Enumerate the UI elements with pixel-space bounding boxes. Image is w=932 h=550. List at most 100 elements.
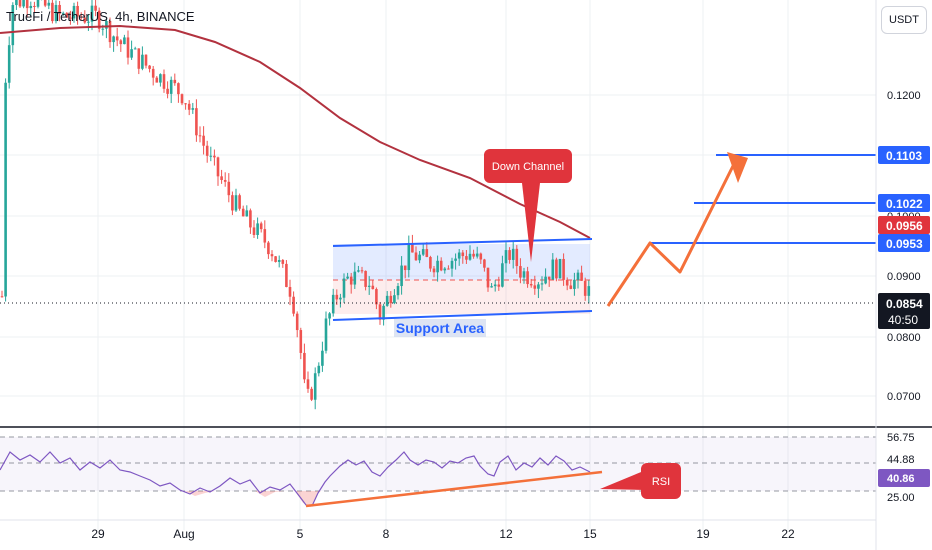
candle-body <box>148 65 151 69</box>
y-tick-0.0800: 0.0800 <box>887 332 921 344</box>
candle-body <box>483 259 486 268</box>
candle-body <box>396 286 400 296</box>
candle-body <box>43 0 47 6</box>
candle-body <box>436 260 439 273</box>
candle-body <box>18 0 22 7</box>
candle-body <box>259 223 263 230</box>
candle-body <box>87 21 90 23</box>
candle-body <box>504 250 508 264</box>
candle-body <box>220 176 223 181</box>
candle-body <box>61 12 65 14</box>
x-tick-19: 19 <box>696 527 710 541</box>
x-tick-12: 12 <box>499 527 513 541</box>
candle-body <box>33 5 36 7</box>
candle-body <box>407 243 411 271</box>
candle-body <box>425 249 429 258</box>
rsi-oversold-fill <box>185 491 321 507</box>
candle-body <box>342 278 346 298</box>
candle-body <box>267 242 270 255</box>
candle-body <box>295 313 299 331</box>
candles <box>0 0 591 410</box>
candle-body <box>234 195 238 211</box>
currency-button[interactable]: USDT <box>881 6 927 34</box>
candle-body <box>515 248 519 267</box>
candle-body <box>249 210 252 228</box>
candle-body <box>403 265 407 271</box>
candle-body <box>54 4 58 22</box>
channel-zone-top <box>333 244 590 280</box>
support-area-label-bg <box>394 319 486 337</box>
candle-body <box>461 252 465 257</box>
candle-body <box>162 74 166 89</box>
price-label-0.1022: 0.1022 <box>886 197 923 211</box>
candle-body <box>274 256 277 262</box>
candle-body <box>223 180 227 182</box>
chart-title: TrueFi / TetherUS, 4h, BINANCE <box>6 9 195 24</box>
candle-body <box>198 135 202 137</box>
y-tick-0.1200: 0.1200 <box>887 90 921 102</box>
candle-body <box>544 276 547 284</box>
candle-body <box>187 103 191 110</box>
candle-body <box>277 260 281 262</box>
candle-body <box>335 294 339 300</box>
rsi-callout-label: RSI <box>652 476 670 488</box>
candle-body <box>281 260 285 264</box>
candle-body <box>486 267 490 288</box>
price-label-0.0953: 0.0953 <box>886 237 923 251</box>
candle-body <box>252 227 256 235</box>
price-label-0.1103: 0.1103 <box>886 149 922 163</box>
candle-body <box>349 276 353 285</box>
x-tick-5: 5 <box>297 527 304 541</box>
candle-body <box>245 210 249 217</box>
time-axis[interactable]: 29 Aug 5 8 12 15 19 22 <box>0 519 876 541</box>
candle-body <box>94 5 97 11</box>
candle-body <box>414 252 418 261</box>
rsi-band <box>0 437 876 491</box>
price-axis[interactable]: 0.1200 0.1000 0.0900 0.0800 0.0700 <box>887 90 921 403</box>
candle-body <box>371 285 375 290</box>
projection-arrow-head <box>727 152 748 183</box>
candle-body <box>151 68 155 78</box>
candle-body <box>270 254 274 257</box>
candle-body <box>393 295 396 304</box>
candle-body <box>119 40 123 45</box>
candle-body <box>123 37 126 45</box>
rsi-divergence-line <box>305 470 603 508</box>
candle-body <box>29 5 33 9</box>
candle-body <box>22 0 25 7</box>
price-label-0.0956: 0.0956 <box>886 219 923 233</box>
x-tick-aug: Aug <box>173 527 194 541</box>
candle-body <box>108 21 112 43</box>
candle-body <box>184 103 187 105</box>
candle-body <box>15 0 18 6</box>
candle-body <box>479 253 483 260</box>
candle-body <box>216 157 220 177</box>
candle-body <box>573 279 576 289</box>
candle-body <box>511 248 515 260</box>
candle-body <box>256 223 259 235</box>
rsi-tick-25.00: 25.00 <box>887 492 915 504</box>
candle-body <box>353 271 357 285</box>
candle-body <box>69 17 72 19</box>
y-tick-0.0900: 0.0900 <box>887 271 921 283</box>
candle-body <box>501 263 504 287</box>
candle-body <box>357 270 360 272</box>
rsi-tick-44.88: 44.88 <box>887 454 915 466</box>
candle-body <box>213 155 216 158</box>
candle-body <box>191 108 195 110</box>
down-channel-callout: Down Channel <box>484 149 572 262</box>
candle-body <box>317 365 321 374</box>
candle-body <box>173 79 177 84</box>
x-tick-29: 29 <box>91 527 105 541</box>
rsi-tick-56.75: 56.75 <box>887 432 915 444</box>
candle-body <box>195 108 198 136</box>
candle-body <box>97 10 101 29</box>
candle-body <box>475 253 479 257</box>
candle-body <box>519 266 522 278</box>
candle-body <box>576 272 580 280</box>
candle-body <box>133 48 137 50</box>
candle-body <box>177 83 180 95</box>
candle-body <box>159 74 162 83</box>
price-label-current: 0.0854 <box>886 297 923 311</box>
